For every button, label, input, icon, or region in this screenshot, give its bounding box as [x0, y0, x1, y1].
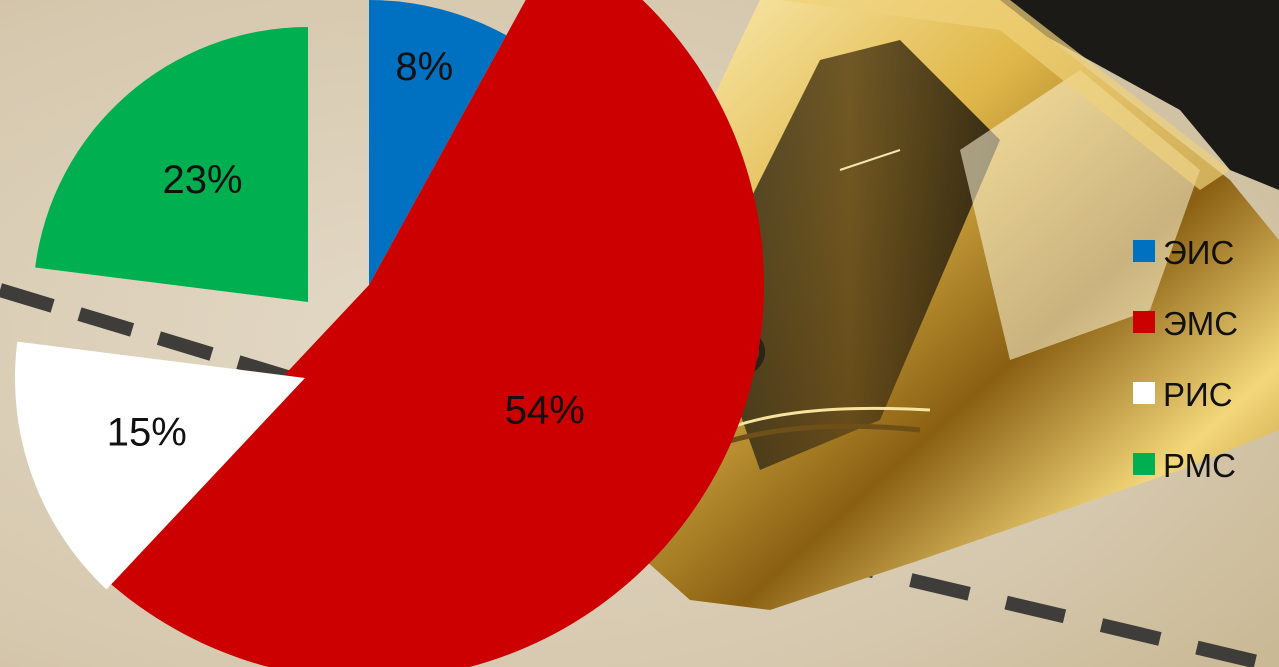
legend: ЭИС ЭМС РИС РМС [1133, 234, 1238, 484]
legend-swatch-eis [1133, 240, 1155, 262]
legend-label: РИС [1163, 376, 1233, 413]
legend-label: ЭМС [1163, 305, 1238, 342]
pie-slice-4 [35, 27, 308, 302]
pie-slice-label: 54% [505, 388, 585, 432]
fountain-pen-nib-icon [600, 0, 1279, 610]
pie-slice-3 [15, 341, 306, 590]
legend-swatch-ems [1133, 311, 1155, 333]
legend-swatch-rms [1133, 453, 1155, 475]
pie-slice-2 [98, 0, 764, 667]
pie-slice-label: 8% [395, 45, 453, 89]
pie-slice-1 [369, 0, 507, 285]
legend-item: ЭИС [1133, 234, 1234, 271]
legend-item: РМС [1133, 447, 1236, 484]
legend-item: ЭМС [1133, 305, 1238, 342]
legend-label: ЭИС [1163, 234, 1234, 271]
legend-label: РМС [1163, 447, 1236, 484]
paper-dashed-line [0, 283, 1279, 667]
pie-slice-label: 23% [162, 158, 242, 202]
legend-item: РИС [1133, 376, 1233, 413]
legend-swatch-ris [1133, 382, 1155, 404]
pie-slice-label: 15% [107, 411, 187, 455]
pie-chart: 8% 54% 15% 23% [15, 0, 764, 667]
